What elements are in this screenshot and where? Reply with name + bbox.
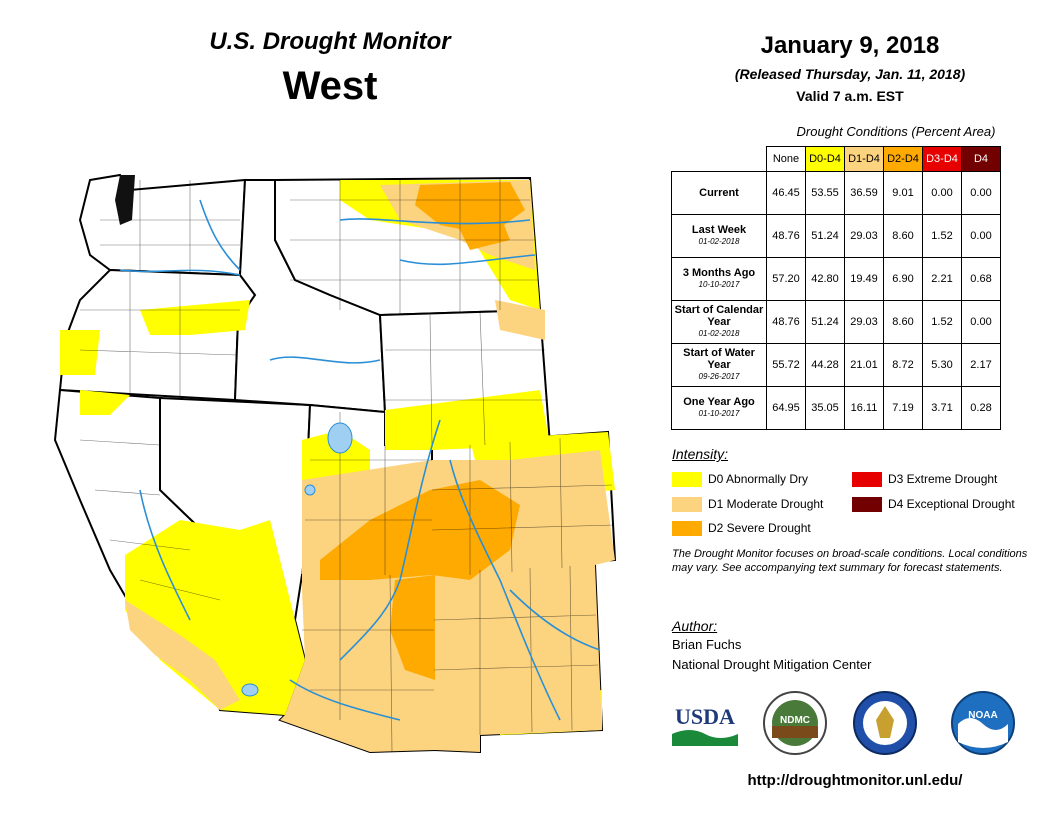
table-cell: 21.01 — [844, 343, 884, 387]
table-cell: 0.00 — [961, 300, 1001, 344]
table-cell: 0.00 — [922, 171, 962, 215]
table-cell: 5.30 — [922, 343, 962, 387]
row-label: Current — [671, 171, 767, 215]
table-cell: 29.03 — [844, 214, 884, 258]
table-cell: 8.72 — [883, 343, 923, 387]
row-label: Last Week 01-02-2018 — [671, 214, 767, 258]
author-org: National Drought Mitigation Center — [672, 657, 872, 672]
table-cell: 16.11 — [844, 386, 884, 430]
legend-label: D4 Exceptional Drought — [888, 497, 1015, 511]
table-cell: 48.76 — [766, 214, 806, 258]
col-header-none: None — [766, 146, 806, 172]
release-date: (Released Thursday, Jan. 11, 2018) — [734, 66, 966, 82]
author-title: Author: — [672, 618, 718, 634]
legend-swatch — [852, 497, 882, 513]
intensity-title: Intensity: — [672, 446, 729, 462]
table-cell: 36.59 — [844, 171, 884, 215]
row-label: One Year Ago 01-10-2017 — [671, 386, 767, 430]
table-cell: 2.17 — [961, 343, 1001, 387]
table-cell: 57.20 — [766, 257, 806, 301]
usda-logo[interactable]: USDA — [670, 700, 740, 750]
table-row: Start of Water Year 09-26-2017 55.72 44.2… — [671, 343, 1001, 387]
legend-item-d3: D3 Extreme Drought — [852, 471, 998, 488]
puget-sound — [115, 175, 135, 225]
author-name: Brian Fuchs — [672, 637, 742, 652]
table-cell: 64.95 — [766, 386, 806, 430]
row-label: Start of Water Year 09-26-2017 — [671, 343, 767, 387]
drought-conditions-table: None D0-D4 D1-D4 D2-D4 D3-D4 D4 Current … — [671, 146, 1001, 430]
table-cell: 48.76 — [766, 300, 806, 344]
table-cell: 46.45 — [766, 171, 806, 215]
monitor-title: U.S. Drought Monitor — [209, 28, 451, 55]
table-cell: 19.49 — [844, 257, 884, 301]
table-cell: 1.52 — [922, 300, 962, 344]
ndmc-logo[interactable]: NDMC — [762, 690, 828, 756]
col-header-d2-d4: D2-D4 — [883, 146, 923, 172]
table-cell: 35.05 — [805, 386, 845, 430]
table-row: Start of Calendar Year 01-02-2018 48.76 5… — [671, 300, 1001, 344]
table-cell: 51.24 — [805, 214, 845, 258]
table-cell: 0.00 — [961, 214, 1001, 258]
svg-text:USDA: USDA — [675, 704, 735, 729]
col-header-d1-d4: D1-D4 — [844, 146, 884, 172]
commerce-logo[interactable] — [852, 690, 918, 756]
row-label: Start of Calendar Year 01-02-2018 — [671, 300, 767, 344]
table-cell: 0.00 — [961, 171, 1001, 215]
table-row: One Year Ago 01-10-2017 64.95 35.05 16.11… — [671, 386, 1001, 430]
legend-item-d0: D0 Abnormally Dry — [672, 471, 809, 488]
legend-item-d2: D2 Severe Drought — [672, 520, 811, 537]
website-link[interactable]: http://droughtmonitor.unl.edu/ — [747, 772, 963, 789]
table-cell: 44.28 — [805, 343, 845, 387]
table-row: Last Week 01-02-2018 48.76 51.24 29.03 8.… — [671, 214, 1001, 258]
map-date: January 9, 2018 — [760, 32, 940, 59]
table-corner — [672, 147, 767, 172]
rivers — [119, 199, 601, 721]
table-caption: Drought Conditions (Percent Area) — [796, 124, 996, 139]
table-cell: 0.28 — [961, 386, 1001, 430]
table-cell: 0.68 — [961, 257, 1001, 301]
table-cell: 8.60 — [883, 214, 923, 258]
noaa-logo[interactable]: NOAA — [950, 690, 1016, 756]
table-cell: 8.60 — [883, 300, 923, 344]
table-cell: 53.55 — [805, 171, 845, 215]
svg-text:NOAA: NOAA — [968, 710, 997, 721]
row-label: 3 Months Ago 10-10-2017 — [671, 257, 767, 301]
state-washington — [78, 173, 247, 277]
region-title: West — [282, 64, 378, 108]
legend-label: D2 Severe Drought — [708, 521, 811, 535]
col-header-d3-d4: D3-D4 — [922, 146, 962, 172]
legend-swatch — [672, 472, 702, 488]
table-row: 3 Months Ago 10-10-2017 57.20 42.80 19.49… — [671, 257, 1001, 301]
legend-label: D1 Moderate Drought — [708, 497, 824, 511]
legend-item-d1: D1 Moderate Drought — [672, 496, 824, 513]
table-cell: 51.24 — [805, 300, 845, 344]
valid-time: Valid 7 a.m. EST — [796, 88, 904, 104]
table-cell: 6.90 — [883, 257, 923, 301]
table-row: Current 46.45 53.55 36.59 9.01 0.00 0.00 — [671, 171, 1001, 215]
table-cell: 42.80 — [805, 257, 845, 301]
table-cell: 7.19 — [883, 386, 923, 430]
legend-swatch — [852, 472, 882, 488]
table-cell: 1.52 — [922, 214, 962, 258]
drought-map — [53, 173, 617, 754]
legend-swatch — [672, 497, 702, 513]
legend-label: D0 Abnormally Dry — [708, 472, 809, 486]
legend-swatch — [672, 521, 702, 537]
table-cell: 55.72 — [766, 343, 806, 387]
svg-text:NDMC: NDMC — [780, 715, 810, 726]
legend-label: D3 Extreme Drought — [888, 472, 998, 486]
table-header-row: None D0-D4 D1-D4 D2-D4 D3-D4 D4 — [672, 146, 1001, 172]
lakes — [241, 422, 353, 697]
disclaimer-note: The Drought Monitor focuses on broad-sca… — [672, 548, 1028, 574]
table-cell: 3.71 — [922, 386, 962, 430]
table-cell: 2.21 — [922, 257, 962, 301]
legend-item-d4: D4 Exceptional Drought — [852, 496, 1015, 513]
col-header-d4: D4 — [961, 146, 1001, 172]
col-header-d0-d4: D0-D4 — [805, 146, 845, 172]
table-cell: 29.03 — [844, 300, 884, 344]
table-cell: 9.01 — [883, 171, 923, 215]
